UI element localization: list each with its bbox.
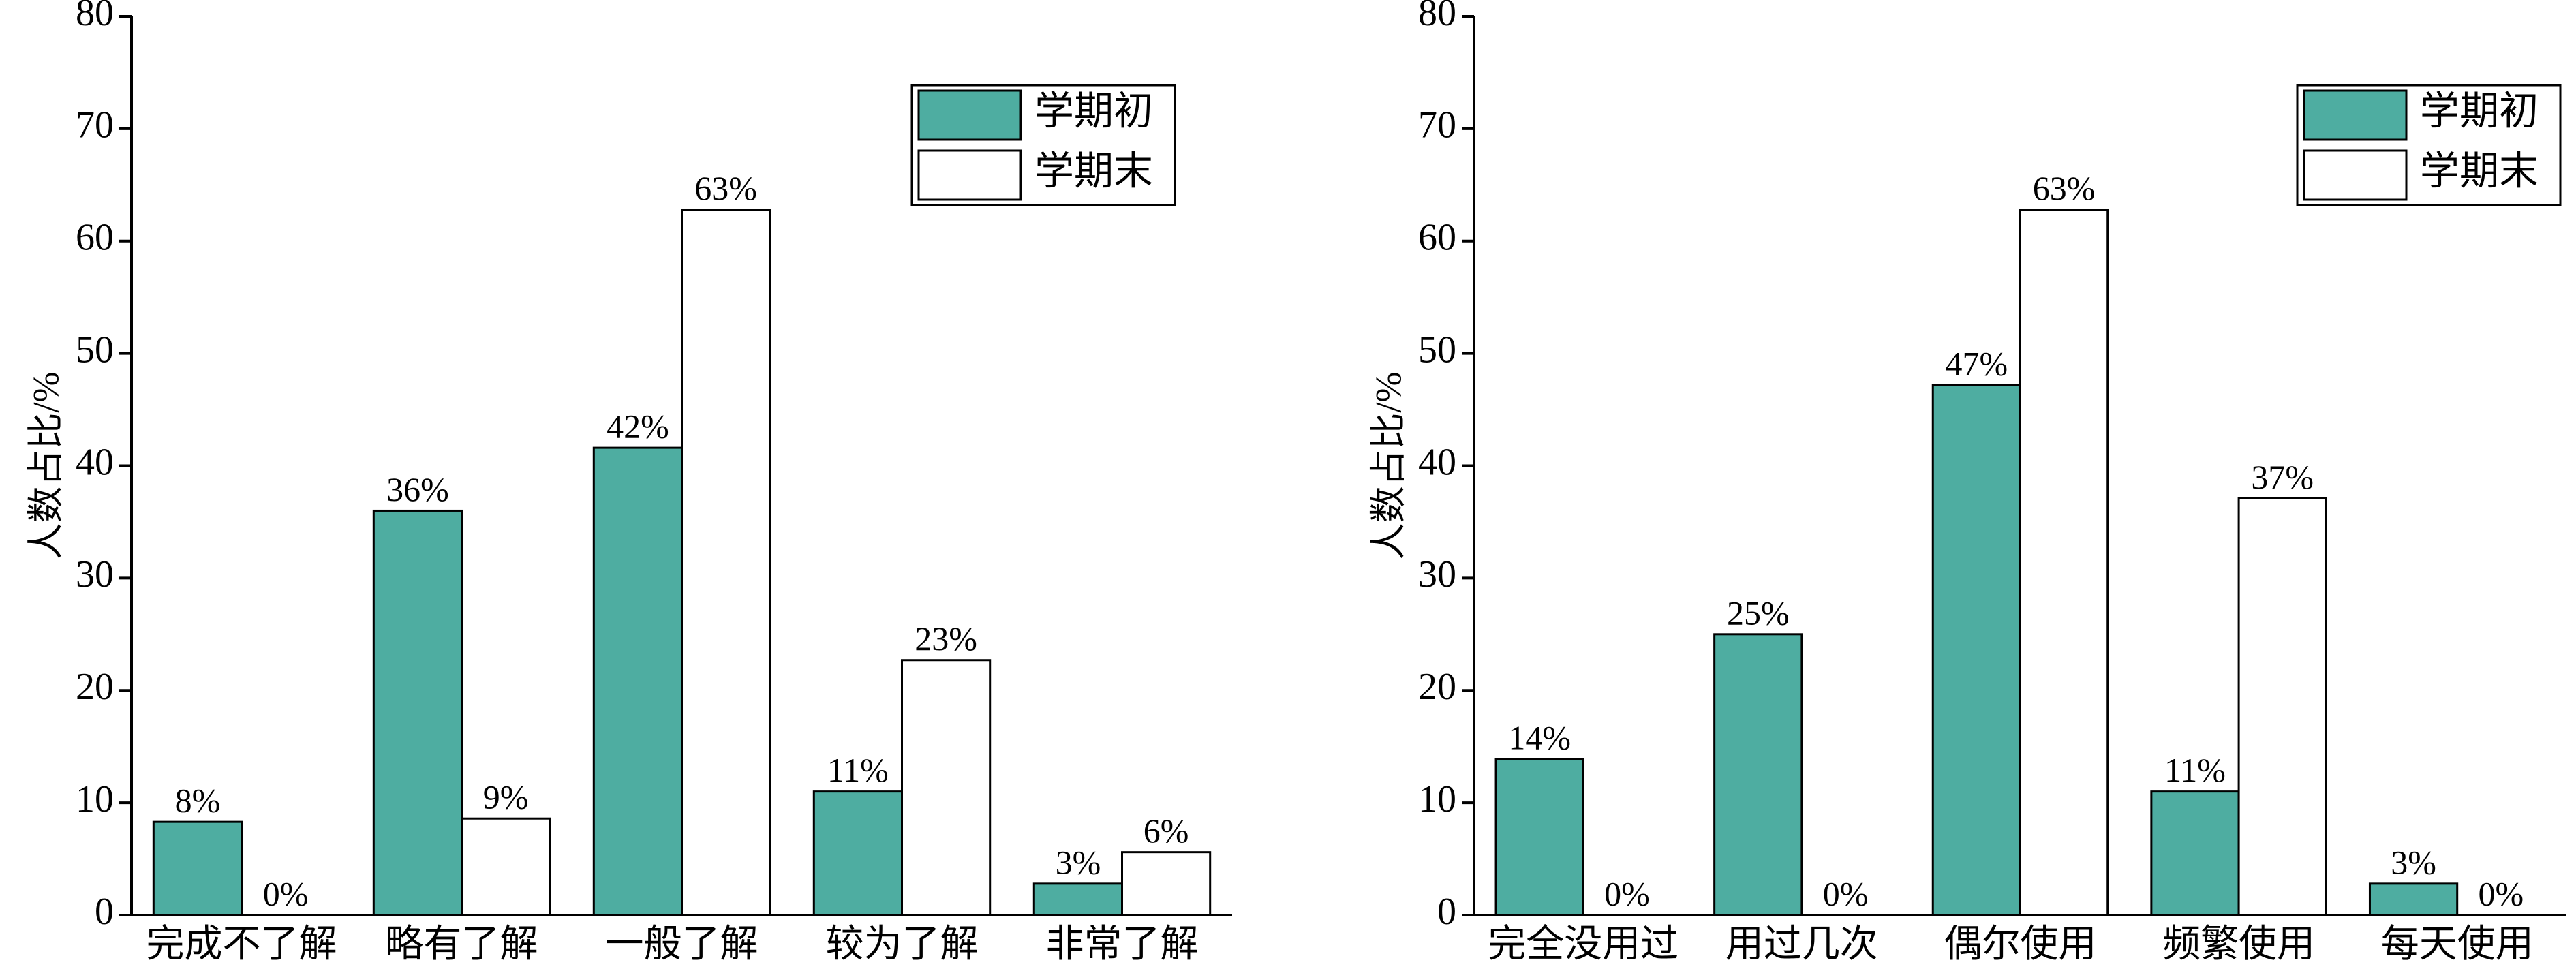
- x-tick-label: 略有了解: [386, 923, 538, 966]
- x-tick-label: 偶尔使用: [1944, 923, 2097, 966]
- y-tick-label: 40: [76, 441, 114, 483]
- data-label: 6%: [1144, 812, 1189, 850]
- y-tick-label: 70: [76, 104, 114, 147]
- y-tick-label: 10: [1418, 778, 1456, 820]
- data-label: 42%: [607, 407, 669, 446]
- bar: [1494, 758, 1584, 916]
- legend-label: 学期初: [2420, 89, 2539, 133]
- data-label: 23%: [915, 619, 977, 658]
- bar: [1032, 882, 1124, 916]
- legend-label: 学期末: [2420, 149, 2539, 193]
- data-label: 8%: [175, 782, 221, 820]
- bar: [2237, 497, 2327, 916]
- bar: [2150, 790, 2240, 916]
- data-label: 47%: [1946, 344, 2008, 382]
- x-tick-label: 完成不了解: [147, 923, 337, 966]
- y-tick-label: 30: [1418, 553, 1456, 596]
- data-label: 25%: [1727, 594, 1790, 632]
- x-tick-label: 完全没用过: [1488, 923, 1678, 966]
- data-label: 3%: [2391, 843, 2436, 881]
- legend-swatch: [917, 89, 1022, 141]
- bar: [461, 817, 551, 916]
- legend-label: 学期初: [1034, 89, 1153, 133]
- bar: [1121, 851, 1212, 916]
- data-label: 11%: [827, 751, 889, 789]
- bar: [372, 509, 463, 916]
- data-label: 0%: [1823, 874, 1869, 912]
- y-tick-label: 80: [76, 0, 114, 34]
- data-label: 37%: [2251, 458, 2314, 496]
- bar: [592, 446, 683, 916]
- bar: [2019, 209, 2109, 916]
- y-tick-label: 10: [76, 778, 114, 820]
- bar: [901, 659, 992, 916]
- y-tick-label: 50: [1418, 328, 1456, 371]
- y-tick-label: 0: [1437, 891, 1456, 933]
- chart: 人数占比/% 0 10 20 30 40 50 60 70 80 完成不了解 8% 0% 略有了解 36% 9…: [25, 0, 1232, 966]
- x-tick-label: 一般了解: [606, 923, 758, 966]
- data-label: 63%: [2033, 169, 2096, 207]
- data-label: 0%: [263, 874, 309, 912]
- x-tick-label: 非常了解: [1046, 923, 1199, 966]
- bar: [681, 209, 771, 916]
- data-label: 0%: [1604, 874, 1650, 912]
- y-tick-label: 20: [1418, 666, 1456, 708]
- y-tick-label: 0: [95, 891, 114, 933]
- y-tick-label: 40: [1418, 441, 1456, 483]
- x-tick-label: 频繁使用: [2162, 923, 2315, 966]
- y-tick-label: 20: [76, 666, 114, 708]
- legend-swatch: [2303, 89, 2408, 141]
- data-label: 0%: [2478, 874, 2524, 912]
- bar: [2368, 882, 2459, 916]
- y-axis-label: 人数占比/%: [25, 372, 66, 560]
- x-tick-label: 较为了解: [826, 923, 979, 966]
- chart: 人数占比/% 0 10 20 30 40 50 60 70 80 完全没用过 14% 0% 用过几次 25%…: [1368, 0, 2566, 966]
- bar: [1931, 384, 2022, 916]
- bar: [1713, 633, 1803, 916]
- y-tick-label: 60: [76, 217, 114, 259]
- legend-swatch: [917, 149, 1022, 201]
- bar: [152, 820, 243, 916]
- legend-swatch: [2303, 149, 2408, 201]
- y-axis-label: 人数占比/%: [1368, 372, 1409, 560]
- y-tick-label: 70: [1418, 104, 1456, 147]
- legend-label: 学期末: [1034, 149, 1153, 193]
- y-tick-label: 80: [1418, 0, 1456, 34]
- data-label: 3%: [1056, 843, 1101, 881]
- data-label: 9%: [483, 778, 529, 816]
- data-label: 63%: [694, 169, 757, 207]
- y-tick-label: 60: [1418, 217, 1456, 259]
- bar: [812, 790, 904, 916]
- data-label: 11%: [2164, 751, 2226, 789]
- x-tick-label: 用过几次: [1726, 923, 1878, 966]
- y-tick-label: 30: [76, 553, 114, 596]
- data-label: 14%: [1508, 718, 1571, 756]
- x-tick-label: 每天使用: [2381, 923, 2534, 966]
- data-label: 36%: [386, 470, 449, 508]
- y-tick-label: 50: [76, 328, 114, 371]
